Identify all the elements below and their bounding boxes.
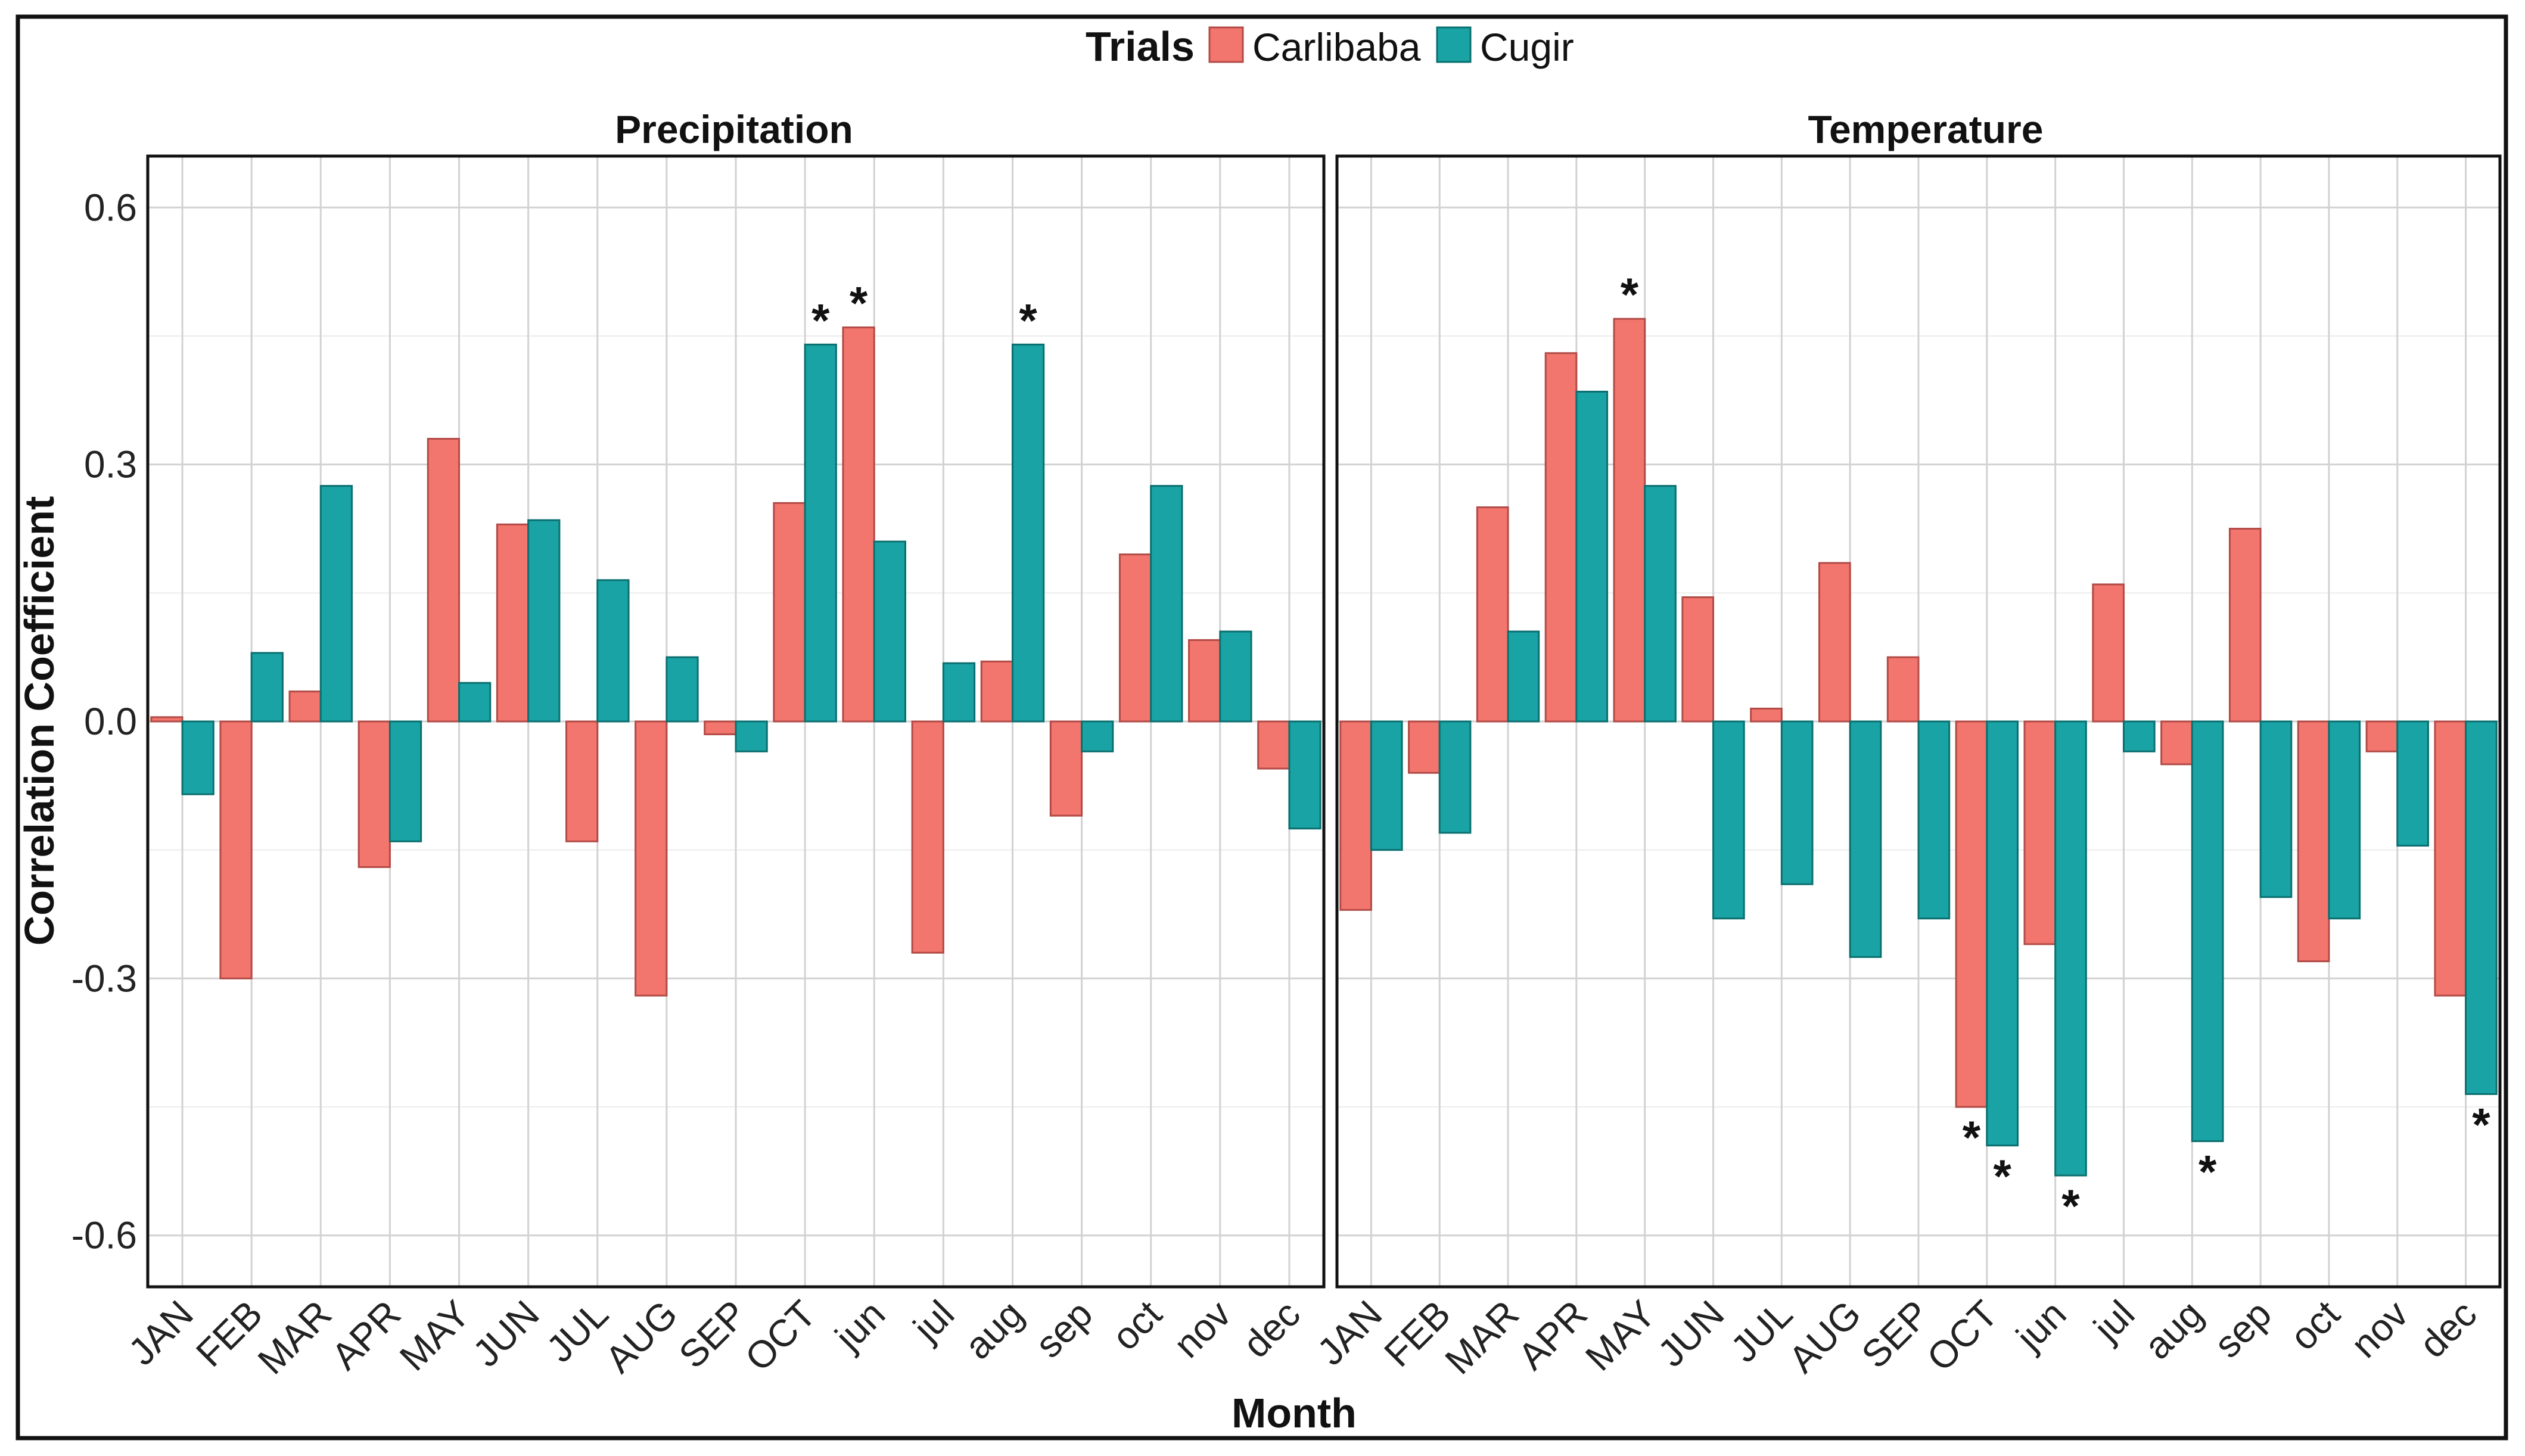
bar-precipitation-carlibaba-jun <box>842 326 875 723</box>
bar-precipitation-carlibaba-oct <box>773 502 806 723</box>
bar-precipitation-carlibaba-oct <box>1118 553 1152 723</box>
bar-temperature-cugir-aug <box>2191 720 2224 1143</box>
bar-precipitation-carlibaba-sep <box>704 720 737 736</box>
bar-precipitation-cugir-feb <box>250 652 284 723</box>
bar-temperature-carlibaba-oct <box>1955 720 1988 1108</box>
bar-temperature-carlibaba-jul <box>2092 583 2125 723</box>
bar-precipitation-carlibaba-feb <box>219 720 253 979</box>
bar-temperature-carlibaba-apr <box>1544 352 1578 723</box>
significance-marker: * <box>2199 1146 2217 1198</box>
bar-precipitation-cugir-jul <box>942 662 976 723</box>
bar-precipitation-cugir-oct <box>1150 485 1183 723</box>
bar-precipitation-cugir-aug <box>1011 343 1045 723</box>
significance-marker: * <box>1621 268 1639 321</box>
y-axis-title: Correlation Coefficient <box>16 496 63 946</box>
bar-precipitation-cugir-oct <box>804 343 837 723</box>
panel-border <box>146 154 1326 1289</box>
bar-precipitation-carlibaba-jun <box>496 523 530 723</box>
bar-temperature-cugir-jun <box>1712 720 1745 920</box>
legend-label-carlibaba: Carlibaba <box>1252 25 1421 69</box>
bar-precipitation-cugir-jul <box>596 579 630 723</box>
bar-precipitation-carlibaba-sep <box>1049 720 1083 817</box>
legend-title: Trials <box>1086 23 1195 70</box>
bar-precipitation-cugir-jan <box>181 720 214 795</box>
y-tick-label: -0.3 <box>71 957 137 1000</box>
significance-marker: * <box>850 277 868 329</box>
bar-temperature-carlibaba-jan <box>1339 720 1372 911</box>
bar-precipitation-carlibaba-aug <box>635 720 668 997</box>
bar-temperature-cugir-jul <box>1780 720 1814 885</box>
bar-precipitation-cugir-sep <box>1081 720 1114 752</box>
y-tick-label: 0.0 <box>84 700 137 743</box>
panel-border <box>1335 154 2502 1289</box>
bar-temperature-cugir-jul <box>2122 720 2156 752</box>
bar-temperature-cugir-jan <box>1370 720 1403 851</box>
bar-precipitation-carlibaba-nov <box>1188 639 1221 723</box>
bar-temperature-carlibaba-aug <box>2160 720 2193 766</box>
bar-temperature-carlibaba-oct <box>2297 720 2330 963</box>
bar-precipitation-carlibaba-dec <box>1257 720 1291 770</box>
bar-temperature-cugir-oct <box>1986 720 2019 1147</box>
bar-temperature-cugir-sep <box>1917 720 1951 920</box>
bar-temperature-cugir-oct <box>2328 720 2361 920</box>
bar-precipitation-cugir-sep <box>735 720 768 752</box>
legend-key-carlibaba <box>1208 26 1244 63</box>
bar-temperature-carlibaba-nov <box>2365 720 2399 752</box>
bar-temperature-cugir-apr <box>1575 390 1609 723</box>
bar-precipitation-cugir-nov <box>1219 630 1252 723</box>
bar-precipitation-carlibaba-jan <box>150 716 184 723</box>
bar-temperature-cugir-sep <box>2259 720 2293 898</box>
bar-temperature-cugir-feb <box>1438 720 1472 834</box>
bar-precipitation-cugir-apr <box>388 720 422 842</box>
significance-marker: * <box>2472 1098 2490 1150</box>
significance-marker: * <box>811 294 830 346</box>
y-tick-label: -0.6 <box>71 1214 137 1257</box>
bar-temperature-cugir-mar <box>1507 630 1540 723</box>
bar-temperature-carlibaba-jun <box>1681 596 1715 723</box>
bar-temperature-carlibaba-mar <box>1476 506 1509 723</box>
panel-title-temperature: Temperature <box>1808 107 2044 151</box>
bar-precipitation-carlibaba-jul <box>565 720 599 842</box>
bar-temperature-carlibaba-jul <box>1750 707 1783 723</box>
bar-temperature-carlibaba-sep <box>1886 656 1920 723</box>
x-axis-title: Month <box>1232 1390 1357 1436</box>
bar-precipitation-cugir-mar <box>319 485 353 723</box>
bar-precipitation-carlibaba-jul <box>911 720 944 954</box>
bar-temperature-cugir-jun <box>2054 720 2087 1177</box>
y-tick-label: 0.3 <box>84 443 137 486</box>
bar-precipitation-carlibaba-may <box>427 438 461 723</box>
bar-temperature-carlibaba-may <box>1613 318 1646 723</box>
panel-title-precipitation: Precipitation <box>615 107 853 151</box>
significance-marker: * <box>1019 294 1037 346</box>
bar-precipitation-cugir-dec <box>1288 720 1321 830</box>
significance-marker: * <box>1993 1150 2011 1202</box>
significance-marker: * <box>2061 1180 2080 1232</box>
legend: Trials Carlibaba Cugir <box>1086 23 1574 70</box>
bar-temperature-carlibaba-dec <box>2434 720 2467 997</box>
bar-precipitation-carlibaba-aug <box>980 660 1013 723</box>
bar-precipitation-cugir-jun <box>527 519 561 723</box>
bar-temperature-carlibaba-feb <box>1408 720 1441 774</box>
bar-precipitation-cugir-jun <box>873 540 906 723</box>
legend-label-cugir: Cugir <box>1480 25 1574 69</box>
bar-temperature-carlibaba-sep <box>2228 527 2262 723</box>
bar-temperature-cugir-nov <box>2396 720 2429 847</box>
bar-temperature-cugir-may <box>1644 485 1677 723</box>
bar-temperature-carlibaba-aug <box>1818 562 1851 723</box>
bar-precipitation-cugir-aug <box>666 656 699 723</box>
y-tick-label: 0.6 <box>84 186 137 229</box>
bar-temperature-cugir-dec <box>2465 720 2498 1095</box>
bar-temperature-carlibaba-jun <box>2023 720 2057 945</box>
bar-precipitation-carlibaba-apr <box>357 720 391 868</box>
bar-precipitation-carlibaba-mar <box>288 690 322 723</box>
y-axis-ticks: 0.6 0.3 0.0 -0.3 -0.6 <box>71 186 137 1256</box>
bar-temperature-cugir-aug <box>1849 720 1882 958</box>
bar-precipitation-cugir-may <box>458 682 492 723</box>
significance-marker: * <box>1963 1111 1981 1163</box>
legend-key-cugir <box>1436 26 1472 63</box>
